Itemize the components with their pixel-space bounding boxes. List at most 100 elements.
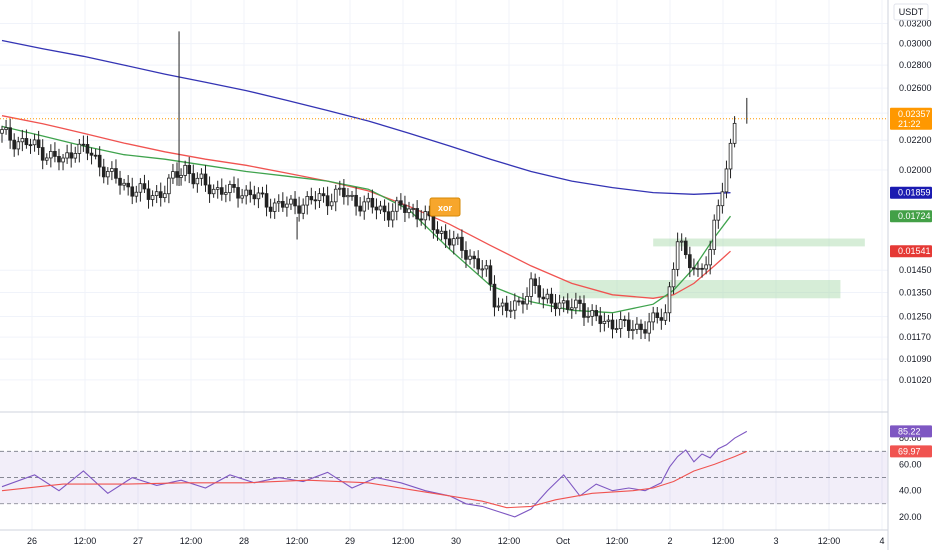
candle-body [574, 299, 578, 309]
candle-body [549, 293, 554, 304]
candle-body [631, 328, 635, 331]
candle-body [692, 267, 696, 270]
candle-body [44, 157, 49, 161]
rsi-tick-label: 80.00 [899, 433, 922, 443]
badge-value: 0.01859 [898, 188, 931, 198]
candle-body [325, 195, 330, 207]
candle-body [663, 312, 668, 321]
candle-body [472, 255, 476, 260]
candle-body [492, 283, 497, 308]
price-tick-label: 0.02800 [899, 60, 932, 70]
candle-body [244, 189, 249, 197]
badge-value: 85.22 [898, 426, 921, 436]
candle-body [69, 152, 73, 159]
candle-body [346, 195, 350, 198]
currency-label: USDT [899, 7, 924, 17]
chart-grid [0, 0, 888, 530]
candle-body [187, 164, 192, 175]
candle-body [496, 305, 501, 308]
candle-body [468, 255, 472, 260]
candle-body [126, 182, 130, 188]
time-tick-label: 28 [239, 536, 249, 546]
candle-body [110, 168, 114, 172]
candle-body [732, 122, 737, 144]
candle-body [622, 319, 627, 321]
candle-body [179, 174, 183, 178]
price-tick-label: 0.02000 [899, 165, 932, 175]
candle-body [89, 152, 94, 156]
candle-body [313, 199, 318, 202]
time-tick-label: 27 [133, 536, 143, 546]
candle-body [134, 191, 139, 197]
candle-body [142, 183, 147, 190]
candle-body [651, 312, 655, 323]
candle-body [329, 201, 334, 207]
candle-body [350, 194, 354, 197]
candle-body [394, 200, 399, 212]
badge-value: 0.01724 [898, 211, 931, 221]
candle-body [224, 192, 228, 195]
rsi-axis[interactable]: 80.00 60.00 40.00 20.00 [899, 433, 922, 522]
candle-body [36, 139, 41, 148]
candle-body [513, 300, 517, 311]
moving-average-line [1, 39, 731, 195]
candle-body [264, 193, 269, 208]
symbol-label[interactable]: xor [429, 197, 461, 217]
candle-body [635, 323, 639, 330]
time-tick-label: 12:00 [606, 536, 629, 546]
candle-body [451, 238, 456, 246]
currency-selector[interactable]: USDT [893, 3, 929, 21]
candle-body [114, 168, 118, 179]
candle-body [203, 173, 208, 186]
badge-value: 0.01541 [898, 246, 931, 256]
time-tick-label: 29 [345, 536, 355, 546]
candle-body [700, 267, 704, 270]
candle-body [53, 150, 57, 157]
candle-body [390, 210, 395, 221]
candle-body [443, 230, 448, 240]
candle-body [309, 196, 314, 201]
candle-body [32, 139, 37, 146]
candle-body [594, 310, 599, 317]
candle-body [0, 129, 4, 134]
candle-body [85, 144, 90, 154]
symbol-text: xor [438, 203, 453, 213]
candle-body [716, 205, 721, 221]
candle-body [643, 329, 647, 334]
rsi-tick-label: 60.00 [899, 459, 922, 469]
price-tick-label: 0.01450 [899, 265, 932, 275]
time-tick-label: 12:00 [180, 536, 203, 546]
time-axis[interactable]: 26 12:00 27 12:00 28 12:00 29 12:00 30 12:00 Oct 12… [27, 536, 885, 546]
price-tick-label: 0.01250 [899, 311, 932, 321]
candle-body [403, 204, 407, 213]
candle-body [317, 193, 322, 201]
candle-body [508, 309, 513, 312]
rsi-line [1, 450, 748, 509]
candle-body [488, 265, 493, 285]
candle-body [415, 208, 419, 220]
price-tick-label: 0.02600 [899, 83, 932, 93]
badge-countdown: 21:22 [898, 119, 921, 129]
price-axis[interactable]: 0.032000.030000.028000.026000.024000.022… [899, 18, 932, 384]
time-tick-label: 12:00 [498, 536, 521, 546]
candle-body [517, 300, 521, 303]
candle-body [460, 236, 464, 251]
candle-body [167, 177, 171, 195]
candle-body [529, 278, 533, 297]
demand-zones [559, 238, 865, 299]
time-tick-label: Oct [556, 536, 571, 546]
candle-body [219, 187, 224, 195]
demand-zone [653, 238, 865, 247]
candle-body [158, 191, 163, 199]
candlestick-series [0, 31, 748, 342]
time-tick-label: 2 [667, 536, 672, 546]
candle-body [24, 138, 29, 146]
candle-body [683, 240, 688, 256]
candle-body [248, 189, 253, 196]
candle-body [541, 296, 546, 300]
time-tick-label: 30 [451, 536, 461, 546]
time-tick-label: 12:00 [286, 536, 309, 546]
candle-body [688, 254, 692, 269]
price-tick-label: 0.01350 [899, 287, 932, 297]
